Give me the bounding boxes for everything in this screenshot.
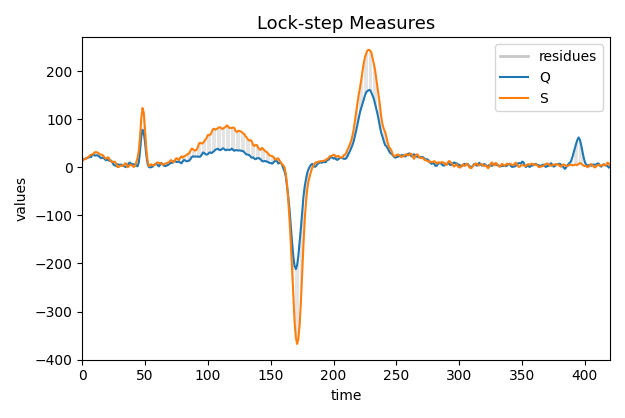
S [503,161,511,166]
Q [477,162,484,167]
Q [503,163,511,168]
S [474,163,482,168]
Legend: residues, Q, S: residues, Q, S [495,44,603,111]
S [399,154,406,159]
Q [243,152,251,157]
S [509,163,517,168]
Q [509,164,517,169]
Title: Lock-step Measures: Lock-step Measures [257,15,435,33]
Q [606,165,614,170]
S [293,342,301,347]
Line: S: S [82,50,610,344]
Q [79,156,86,161]
Q [292,267,299,272]
S [79,159,86,164]
S [243,135,251,140]
Y-axis label: values: values [15,176,29,221]
X-axis label: time: time [331,389,362,403]
S [477,162,484,167]
S [365,47,372,52]
Line: Q: Q [82,90,610,269]
Q [366,87,374,92]
Q [399,153,406,158]
Q [474,162,482,167]
S [606,163,614,168]
